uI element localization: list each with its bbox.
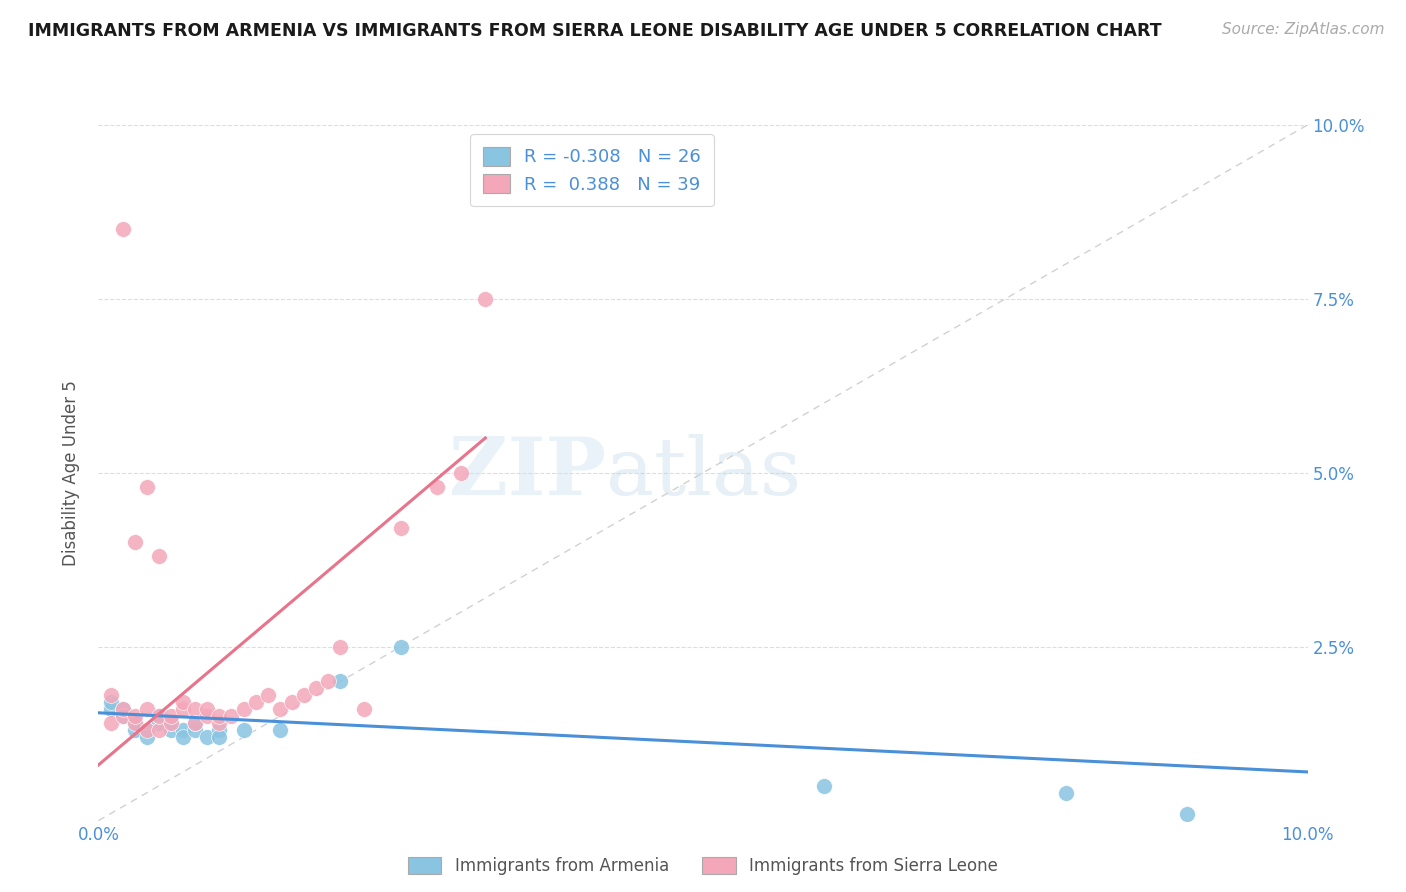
Point xyxy=(281,695,304,709)
Point xyxy=(389,521,412,535)
Point xyxy=(172,702,194,716)
Point xyxy=(329,640,352,654)
Point xyxy=(208,730,231,744)
Point xyxy=(111,222,134,236)
Point xyxy=(148,549,170,564)
Point xyxy=(269,723,291,738)
Legend: Immigrants from Armenia, Immigrants from Sierra Leone: Immigrants from Armenia, Immigrants from… xyxy=(402,850,1004,882)
Point xyxy=(245,695,267,709)
Point xyxy=(232,723,254,738)
Point xyxy=(208,709,231,723)
Point xyxy=(111,709,134,723)
Point xyxy=(1175,806,1198,821)
Point xyxy=(124,723,146,738)
Point xyxy=(172,730,194,744)
Point xyxy=(221,709,243,723)
Point xyxy=(208,723,231,738)
Point xyxy=(148,709,170,723)
Point xyxy=(135,723,157,738)
Y-axis label: Disability Age Under 5: Disability Age Under 5 xyxy=(62,380,80,566)
Text: IMMIGRANTS FROM ARMENIA VS IMMIGRANTS FROM SIERRA LEONE DISABILITY AGE UNDER 5 C: IMMIGRANTS FROM ARMENIA VS IMMIGRANTS FR… xyxy=(28,22,1161,40)
Point xyxy=(184,702,207,716)
Point xyxy=(135,702,157,716)
Point xyxy=(184,723,207,738)
Point xyxy=(100,716,122,731)
Point xyxy=(124,716,146,731)
Point xyxy=(269,702,291,716)
Point xyxy=(124,716,146,731)
Point xyxy=(124,709,146,723)
Point xyxy=(292,689,315,703)
Point xyxy=(135,730,157,744)
Point xyxy=(160,716,183,731)
Point xyxy=(100,702,122,716)
Point xyxy=(208,716,231,731)
Point xyxy=(111,702,134,716)
Point xyxy=(135,723,157,738)
Point xyxy=(316,674,339,689)
Point xyxy=(111,709,134,723)
Text: atlas: atlas xyxy=(606,434,801,512)
Point xyxy=(450,466,472,480)
Point xyxy=(148,716,170,731)
Text: Source: ZipAtlas.com: Source: ZipAtlas.com xyxy=(1222,22,1385,37)
Point xyxy=(172,723,194,738)
Point xyxy=(329,674,352,689)
Point xyxy=(100,695,122,709)
Point xyxy=(184,716,207,731)
Point xyxy=(160,723,183,738)
Text: ZIP: ZIP xyxy=(450,434,606,512)
Point xyxy=(195,709,218,723)
Point xyxy=(160,716,183,731)
Point xyxy=(124,535,146,549)
Point xyxy=(111,702,134,716)
Point xyxy=(232,702,254,716)
Point xyxy=(135,480,157,494)
Point xyxy=(148,709,170,723)
Point xyxy=(195,730,218,744)
Point xyxy=(195,702,218,716)
Point xyxy=(305,681,328,696)
Point xyxy=(813,779,835,793)
Point xyxy=(160,709,183,723)
Point xyxy=(1054,786,1077,800)
Point xyxy=(184,716,207,731)
Point xyxy=(474,292,496,306)
Point xyxy=(353,702,375,716)
Point xyxy=(389,640,412,654)
Point xyxy=(256,689,278,703)
Point xyxy=(172,695,194,709)
Point xyxy=(148,723,170,738)
Point xyxy=(100,689,122,703)
Point xyxy=(426,480,449,494)
